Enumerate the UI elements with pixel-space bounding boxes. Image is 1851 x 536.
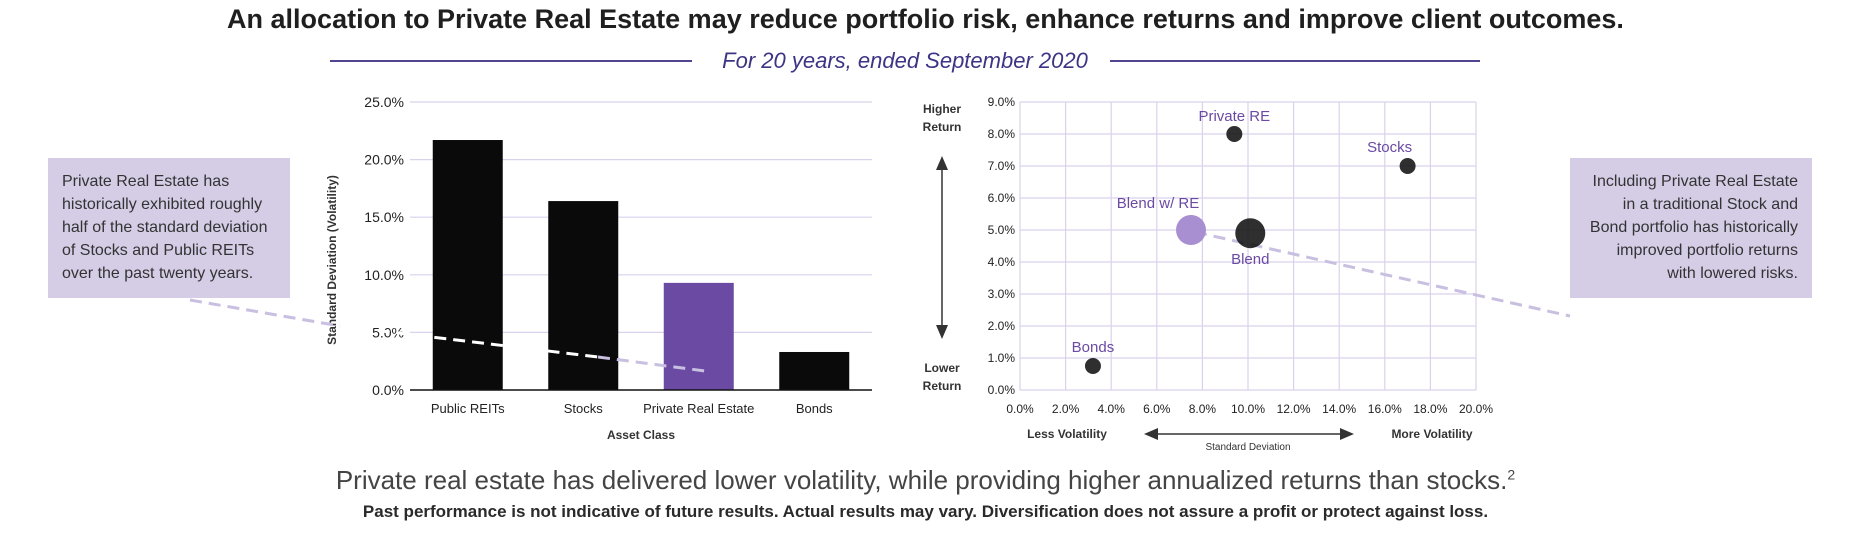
- bar: [432, 140, 503, 390]
- x-right-label: More Volatility: [1391, 427, 1472, 441]
- scatter-point-label: Bonds: [1072, 339, 1115, 356]
- bar-y-tick-label: 25.0%: [364, 94, 404, 110]
- subtitle: For 20 years, ended September 2020: [722, 48, 1088, 73]
- scatter-x-tick-label: 6.0%: [1143, 402, 1171, 416]
- scatter-point: [1235, 218, 1266, 249]
- scatter-y-tick-label: 8.0%: [988, 127, 1016, 141]
- arrow-down-icon: [936, 325, 948, 339]
- scatter-x-tick-label: 4.0%: [1098, 402, 1126, 416]
- scatter-x-axis-label: Standard Deviation: [1205, 442, 1290, 453]
- scatter-y-tick-label: 7.0%: [988, 159, 1016, 173]
- footnote-mark: 2: [1507, 466, 1516, 483]
- scatter-point-label: Blend: [1231, 251, 1269, 268]
- scatter-x-tick-label: 12.0%: [1277, 402, 1311, 416]
- scatter-y-tick-label: 4.0%: [988, 255, 1016, 269]
- bar-y-tick-label: 0.0%: [372, 382, 404, 398]
- subtitle-row: For 20 years, ended September 2020: [330, 48, 1480, 76]
- scatter-x-tick-label: 10.0%: [1231, 402, 1265, 416]
- bar: [663, 282, 734, 390]
- bar-x-tick-label: Stocks: [564, 401, 604, 416]
- footer-statement-text: Private real estate has delivered lower …: [335, 465, 1508, 495]
- scatter-point-label: Private RE: [1198, 108, 1270, 125]
- left-connector-white: [339, 324, 599, 359]
- page-title: An allocation to Private Real Estate may…: [227, 4, 1624, 34]
- bar-x-axis-label: Asset Class: [607, 428, 675, 442]
- subtitle-rule-right: [1110, 60, 1480, 62]
- bar: [548, 201, 619, 390]
- scatter-y-tick-label: 3.0%: [988, 287, 1016, 301]
- scatter-x-tick-label: 20.0%: [1459, 402, 1493, 416]
- bar: [779, 351, 850, 390]
- footer-statement: Private real estate has delivered lower …: [0, 465, 1851, 496]
- bar-y-tick-label: 20.0%: [364, 152, 404, 168]
- scatter-x-tick-label: 16.0%: [1368, 402, 1402, 416]
- y-bottom-label-line1: Lower: [924, 361, 960, 375]
- y-top-label-line1: Higher: [923, 102, 961, 116]
- note-right: Including Private Real Estate in a tradi…: [1570, 158, 1812, 298]
- scatter-point-label: Blend w/ RE: [1117, 195, 1200, 212]
- scatter-point: [1176, 215, 1206, 245]
- bar-x-tick-label: Public REITs: [431, 401, 505, 416]
- scatter-x-tick-label: 8.0%: [1189, 402, 1217, 416]
- y-top-label-line2: Return: [923, 120, 962, 134]
- scatter-point: [1226, 126, 1243, 142]
- arrow-right-icon: [1340, 428, 1354, 440]
- y-bottom-label-line2: Return: [923, 379, 962, 393]
- disclaimer: Past performance is not indicative of fu…: [362, 502, 1489, 521]
- bar-y-tick-label: 10.0%: [364, 267, 404, 283]
- bar-y-tick-label: 15.0%: [364, 209, 404, 225]
- note-left: Private Real Estate has historically exh…: [48, 158, 290, 298]
- scatter-y-tick-label: 2.0%: [988, 319, 1016, 333]
- subtitle-rule-left: [330, 60, 692, 62]
- arrow-up-icon: [936, 156, 948, 170]
- arrow-left-icon: [1144, 428, 1158, 440]
- scatter-x-tick-label: 0.0%: [1006, 402, 1034, 416]
- scatter-x-tick-label: 14.0%: [1322, 402, 1356, 416]
- bar-y-axis-label: Standard Deviation (Volatility): [325, 175, 339, 345]
- scatter-y-tick-label: 0.0%: [988, 383, 1016, 397]
- scatter-x-tick-label: 2.0%: [1052, 402, 1080, 416]
- bar-x-tick-label: Bonds: [796, 401, 833, 416]
- scatter-point: [1399, 158, 1416, 174]
- scatter-point-label: Stocks: [1367, 139, 1412, 156]
- scatter-y-tick-label: 6.0%: [988, 191, 1016, 205]
- scatter-x-tick-label: 18.0%: [1413, 402, 1447, 416]
- left-connector-faint: [189, 298, 341, 328]
- bar-x-tick-label: Private Real Estate: [643, 401, 754, 416]
- x-left-label: Less Volatility: [1027, 427, 1107, 441]
- scatter-y-tick-label: 1.0%: [988, 351, 1016, 365]
- scatter-y-tick-label: 5.0%: [988, 223, 1016, 237]
- scatter-y-tick-label: 9.0%: [988, 95, 1016, 109]
- scatter-point: [1084, 358, 1101, 374]
